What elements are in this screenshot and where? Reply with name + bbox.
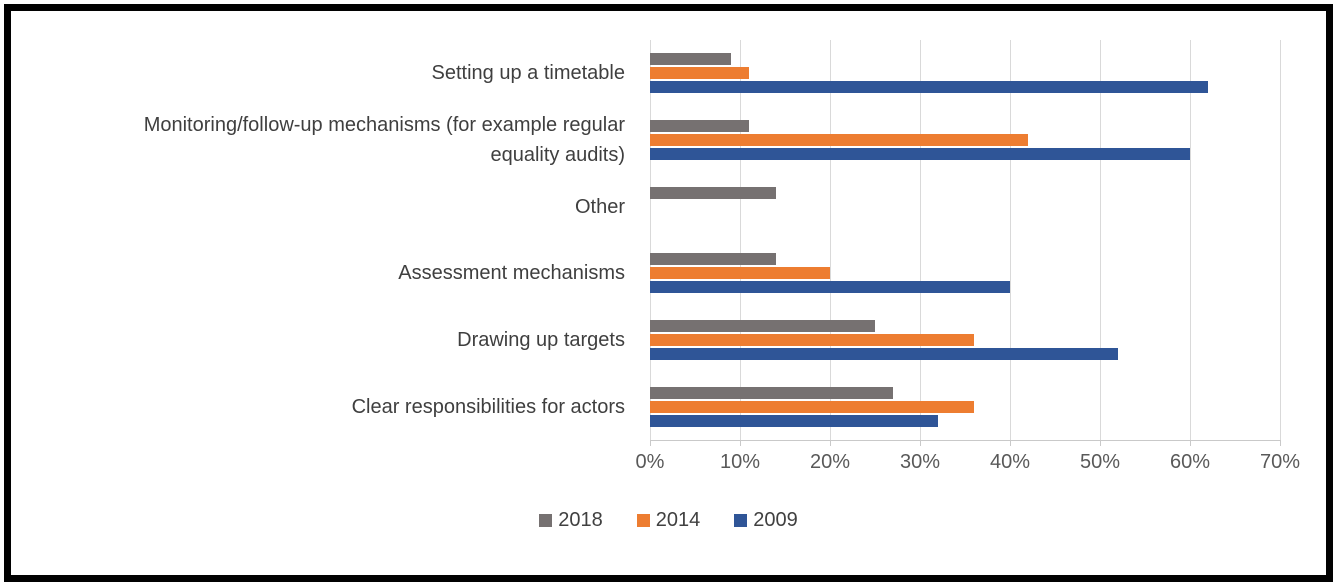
bar-2014 bbox=[650, 67, 749, 80]
x-axis-tick-label: 50% bbox=[1079, 451, 1121, 473]
bar-2009 bbox=[650, 81, 1208, 94]
legend-item-2014: 2014 bbox=[636, 509, 701, 532]
axis-tick bbox=[920, 440, 921, 446]
gridline bbox=[740, 40, 741, 440]
category-row: Clear responsibilities for actors bbox=[352, 373, 1280, 440]
legend-label: 2018 bbox=[558, 509, 603, 531]
bar-2018 bbox=[650, 186, 776, 199]
bar-2014 bbox=[650, 334, 974, 347]
x-axis-tick-label: 20% bbox=[809, 451, 851, 473]
category-label: Other bbox=[574, 195, 625, 218]
bar-2009 bbox=[650, 281, 1010, 294]
x-axis-tick-label: 30% bbox=[899, 451, 941, 473]
gridline bbox=[920, 40, 921, 440]
bar-2009 bbox=[650, 414, 938, 427]
category-label: Monitoring/follow-up mechanisms (for exa… bbox=[143, 114, 625, 166]
category-row: Monitoring/follow-up mechanisms (for exa… bbox=[144, 107, 1280, 174]
legend-label: 2014 bbox=[655, 509, 701, 531]
bar-2014 bbox=[650, 134, 1028, 146]
bar-2018 bbox=[650, 386, 893, 399]
legend-swatch-icon bbox=[734, 514, 748, 527]
legend-swatch-icon bbox=[539, 514, 553, 527]
x-axis-tick-label: 40% bbox=[989, 451, 1031, 473]
category-label: Setting up a timetable bbox=[431, 62, 625, 85]
bar-2009 bbox=[650, 148, 1190, 160]
bar-2018 bbox=[650, 320, 875, 333]
gridline bbox=[1190, 40, 1191, 440]
category-label: Drawing up targets bbox=[457, 329, 625, 352]
gridline bbox=[1100, 40, 1101, 440]
x-axis-tick-label: 0% bbox=[635, 451, 665, 473]
category-row: Assessment mechanisms bbox=[398, 240, 1280, 307]
category-row: Drawing up targets bbox=[457, 307, 1280, 374]
bar-2018 bbox=[650, 120, 749, 132]
x-axis-tick-label: 60% bbox=[1169, 451, 1211, 473]
gridline bbox=[1010, 40, 1011, 440]
category-label: Assessment mechanisms bbox=[398, 262, 625, 285]
axis-tick bbox=[1190, 440, 1191, 446]
category-row: Setting up a timetable bbox=[432, 40, 1280, 107]
bar-2014 bbox=[650, 400, 974, 413]
bar-2014 bbox=[650, 267, 830, 280]
axis-tick bbox=[740, 440, 741, 446]
category-label: Clear responsibilities for actors bbox=[351, 395, 625, 418]
legend-label: 2009 bbox=[753, 509, 798, 531]
axis-tick bbox=[1280, 440, 1281, 446]
chart-frame: Setting up a timetable Monitoring/follow-… bbox=[4, 4, 1333, 582]
gridline bbox=[830, 40, 831, 440]
legend-swatch-icon bbox=[636, 514, 650, 527]
legend-item-2009: 2009 bbox=[734, 509, 798, 532]
gridline bbox=[650, 40, 651, 440]
bar-rows: Setting up a timetable Monitoring/follow-… bbox=[144, 40, 1280, 440]
plot-area: Setting up a timetable Monitoring/follow-… bbox=[144, 40, 1300, 473]
legend: 2018 2014 2009 bbox=[11, 509, 1326, 532]
x-axis-tick-label: 10% bbox=[719, 451, 761, 473]
bar-2018 bbox=[650, 253, 776, 266]
gridline bbox=[1280, 40, 1281, 440]
category-row: Other bbox=[575, 173, 1280, 240]
legend-item-2018: 2018 bbox=[539, 509, 603, 532]
axis-tick bbox=[650, 440, 651, 446]
bar-2018 bbox=[650, 53, 731, 66]
axis-tick bbox=[830, 440, 831, 446]
axis-tick bbox=[1010, 440, 1011, 446]
x-axis-tick-label: 70% bbox=[1259, 451, 1301, 473]
axis-tick bbox=[1100, 440, 1101, 446]
bar-2009 bbox=[650, 348, 1118, 361]
